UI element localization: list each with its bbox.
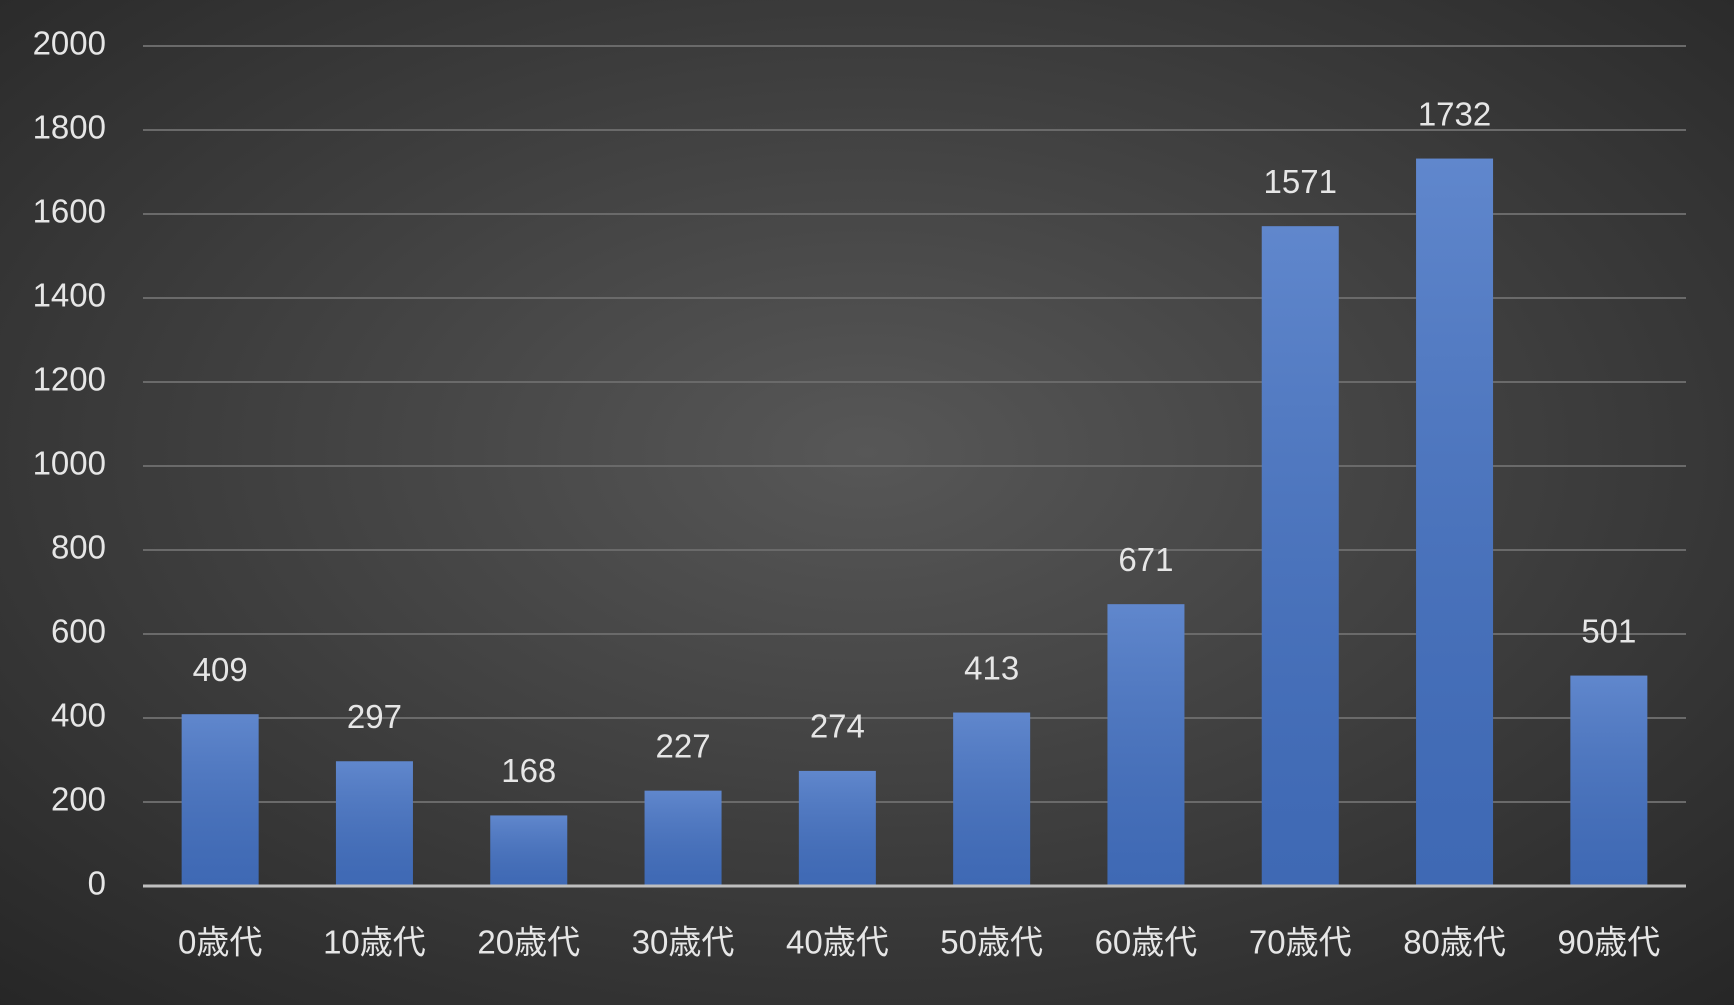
- x-tick-label: 20歳代: [477, 924, 580, 961]
- y-tick-label: 2000: [33, 25, 106, 62]
- y-tick-label: 1400: [33, 277, 106, 314]
- y-tick-label: 1600: [33, 193, 106, 230]
- data-label: 413: [964, 649, 1019, 686]
- y-tick-label: 400: [51, 697, 106, 734]
- x-tick-label: 90歳代: [1557, 924, 1660, 961]
- x-tick-label: 70歳代: [1249, 924, 1352, 961]
- bar: [181, 714, 259, 886]
- bar: [1416, 158, 1494, 886]
- data-label: 227: [656, 727, 711, 764]
- bar: [1107, 604, 1185, 886]
- x-tick-label: 80歳代: [1403, 924, 1506, 961]
- bar: [335, 761, 413, 886]
- y-tick-label: 0: [88, 865, 106, 902]
- data-label: 274: [810, 708, 865, 745]
- y-tick-label: 600: [51, 613, 106, 650]
- bar: [490, 815, 568, 886]
- x-tick-label: 50歳代: [940, 924, 1043, 961]
- bar: [644, 790, 722, 886]
- y-tick-label: 1200: [33, 361, 106, 398]
- y-tick-label: 200: [51, 781, 106, 818]
- x-tick-label: 0歳代: [178, 924, 262, 961]
- x-tick-label: 60歳代: [1095, 924, 1198, 961]
- bar: [1570, 675, 1648, 886]
- y-tick-label: 800: [51, 529, 106, 566]
- bar: [953, 712, 1031, 886]
- data-label: 168: [501, 752, 556, 789]
- x-tick-label: 40歳代: [786, 924, 889, 961]
- bar: [798, 770, 876, 886]
- data-label: 1571: [1264, 163, 1337, 200]
- x-tick-label: 30歳代: [632, 924, 735, 961]
- x-tick-label: 10歳代: [323, 924, 426, 961]
- y-tick-label: 1800: [33, 109, 106, 146]
- y-tick-label: 1000: [33, 445, 106, 482]
- data-label: 671: [1118, 541, 1173, 578]
- data-label: 501: [1581, 612, 1636, 649]
- bar: [1261, 226, 1339, 886]
- data-label: 409: [193, 651, 248, 688]
- data-label: 1732: [1418, 95, 1491, 132]
- data-label: 297: [347, 698, 402, 735]
